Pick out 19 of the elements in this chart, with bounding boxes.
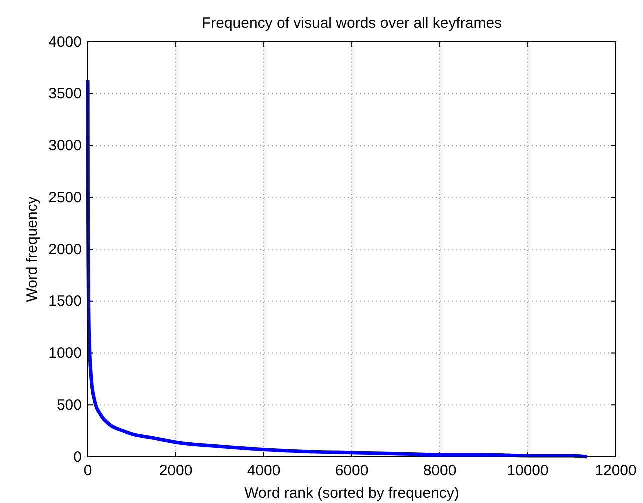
x-tick-label: 12000 bbox=[595, 462, 637, 480]
y-tick-label: 2000 bbox=[48, 241, 82, 258]
y-tick-label: 0 bbox=[74, 448, 82, 466]
x-axis-title: Word rank (sorted by frequency) bbox=[244, 485, 460, 502]
y-tick-label: 4000 bbox=[48, 34, 82, 51]
y-tick-label: 3000 bbox=[48, 138, 82, 155]
line-series bbox=[86, 78, 590, 459]
y-tick-label: 1500 bbox=[48, 293, 82, 310]
y-axis-title: Word frequency bbox=[24, 196, 41, 302]
chart-title: Frequency of visual words over all keyframes bbox=[202, 15, 502, 32]
y-tick-label: 500 bbox=[56, 396, 82, 414]
x-tick-label: 4000 bbox=[247, 462, 281, 480]
x-tick-label: 8000 bbox=[423, 462, 457, 480]
y-tick-label: 3500 bbox=[48, 86, 82, 103]
x-tick-label: 6000 bbox=[335, 462, 369, 480]
x-tick-label: 10000 bbox=[507, 462, 549, 480]
y-tick-label: 1000 bbox=[48, 345, 82, 362]
x-tick-label: 2000 bbox=[159, 462, 193, 480]
y-tick-label: 2500 bbox=[48, 189, 82, 206]
